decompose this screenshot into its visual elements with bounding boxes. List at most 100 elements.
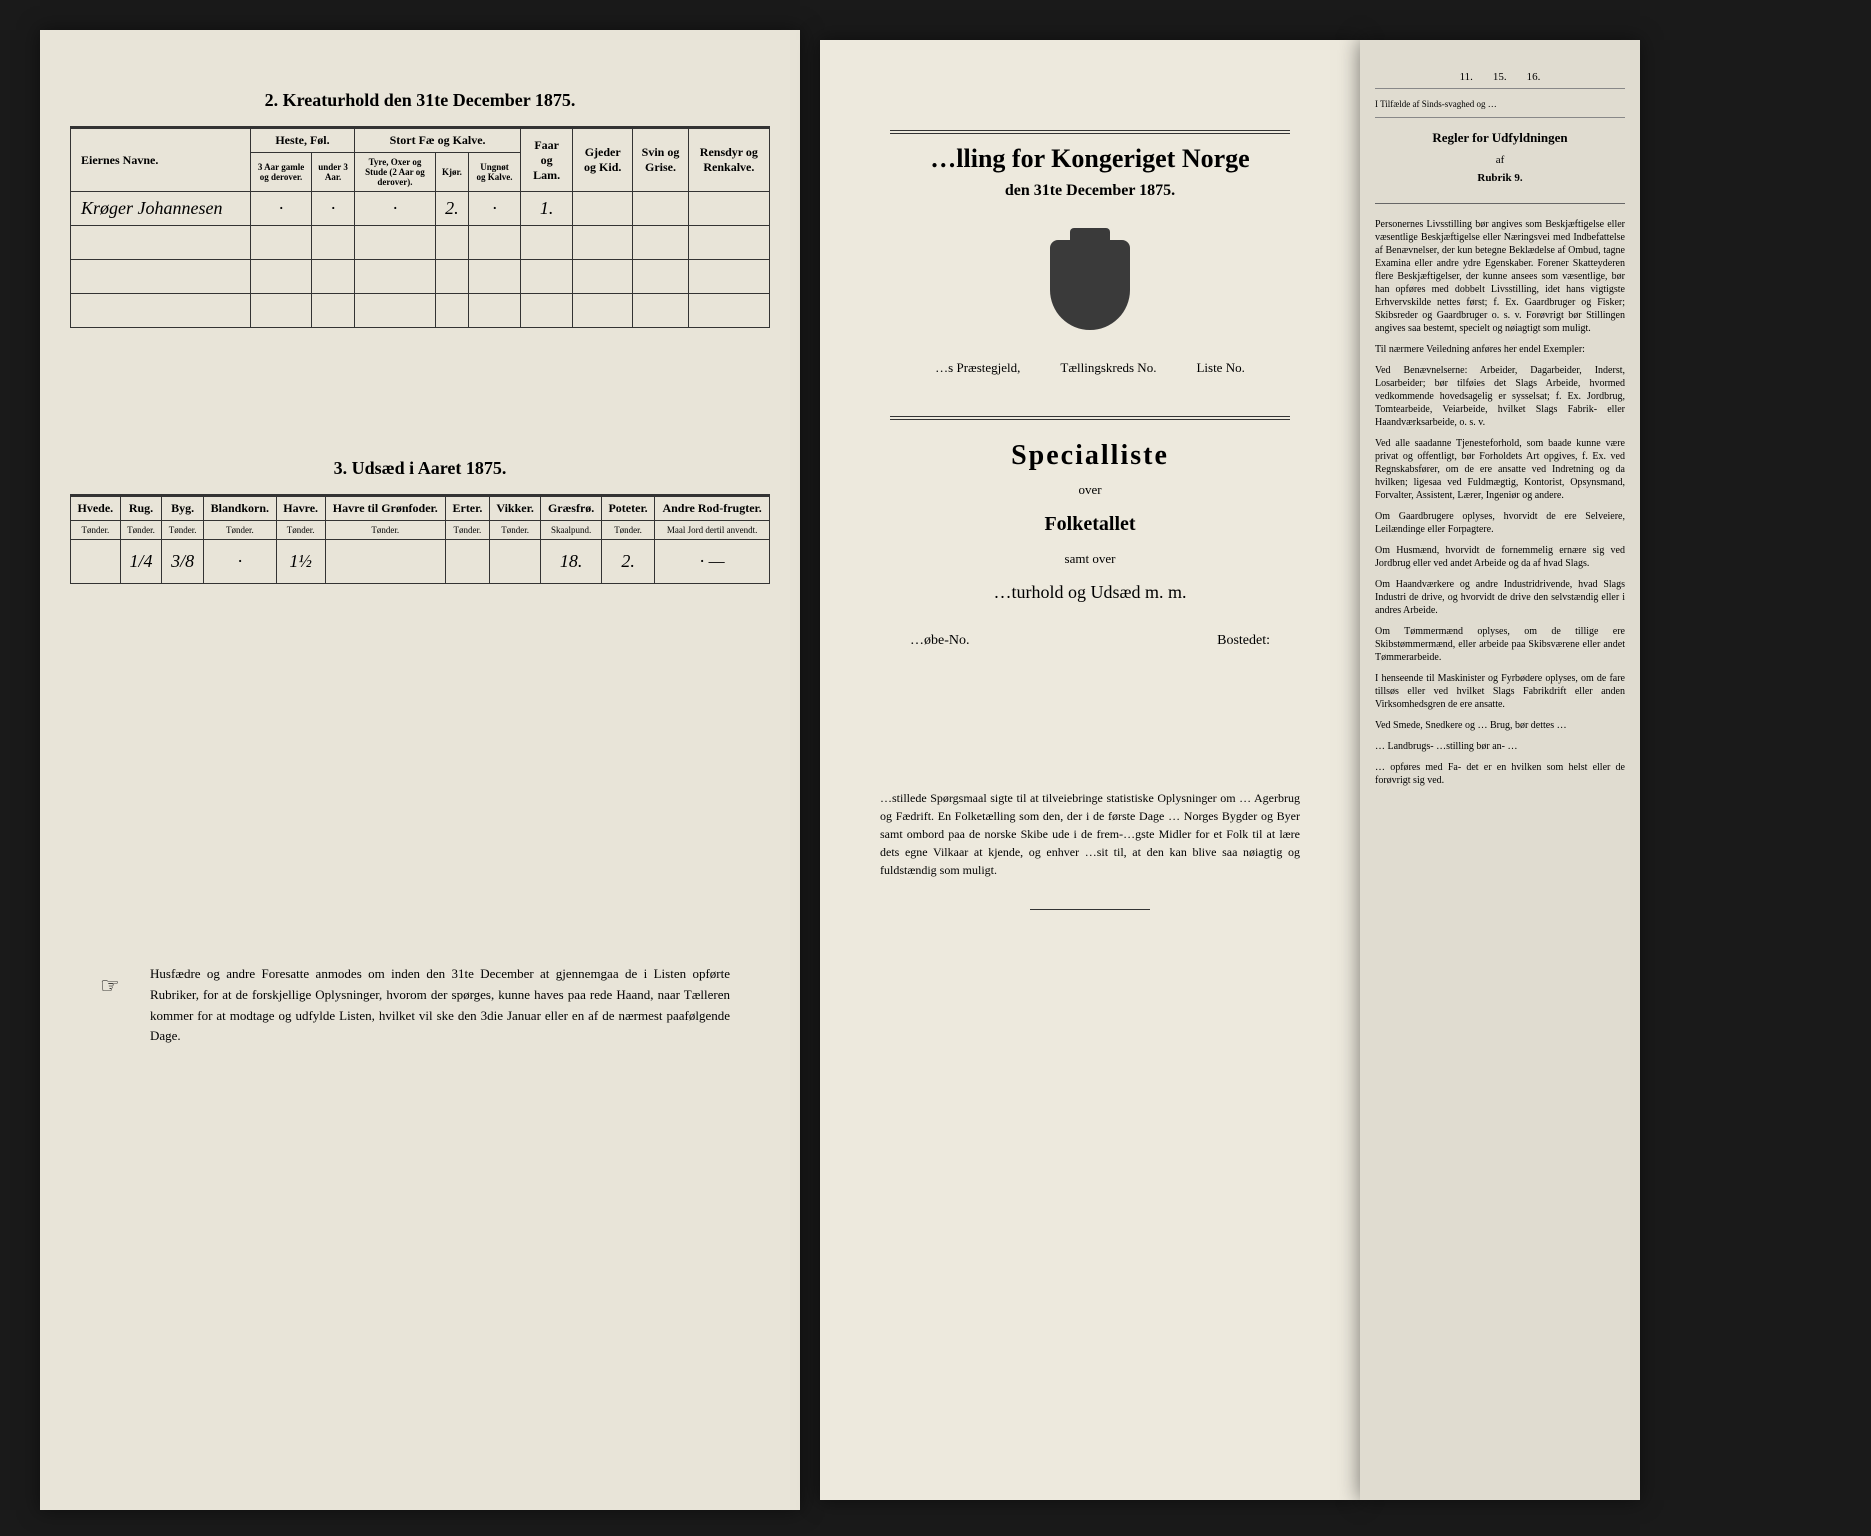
table-cell: [521, 294, 573, 328]
rules-paragraph: Til nærmere Veiledning anføres her endel…: [1375, 343, 1625, 356]
rules-paragraph: Om Haandværkere og andre Industridrivend…: [1375, 578, 1625, 617]
sub-fae3: Ungnøt og Kalve.: [468, 153, 520, 192]
table-cell: [633, 192, 688, 226]
table-cell: 3/8: [162, 540, 204, 584]
table-cell: 2.: [435, 192, 468, 226]
table-cell: · —: [655, 540, 770, 584]
table-row: [71, 260, 770, 294]
table-cell: [573, 260, 633, 294]
table-unit: Tønder.: [325, 521, 445, 540]
table-unit: Tønder.: [601, 521, 654, 540]
table-cell: [633, 260, 688, 294]
main-title: …lling for Kongeriget Norge: [850, 144, 1330, 174]
table-cell: 1½: [276, 540, 325, 584]
table-header: Erter.: [446, 496, 490, 521]
liste-label: Liste No.: [1196, 360, 1244, 376]
samt-label: samt over: [850, 551, 1330, 567]
rules-paragraph: Om Gaardbrugere oplyses, hvorvidt de ere…: [1375, 510, 1625, 536]
table-cell: [354, 226, 435, 260]
rules-paragraph: Ved Smede, Snedkere og … Brug, bør dette…: [1375, 719, 1625, 732]
table-cell: [435, 226, 468, 260]
rules-rubrik: Rubrik 9.: [1375, 171, 1625, 185]
table-cell: [468, 226, 520, 260]
table-cell: [312, 260, 355, 294]
col-num: 15.: [1493, 70, 1507, 84]
col-num: 11.: [1460, 70, 1473, 84]
sub-heste1: 3 Aar gamle og derover.: [251, 153, 312, 192]
sub-fae1: Tyre, Oxer og Stude (2 Aar og derover).: [354, 153, 435, 192]
table-unit: Tønder.: [71, 521, 121, 540]
table-cell: [435, 294, 468, 328]
table-row: Krøger Johannesen···2.·1.: [71, 192, 770, 226]
rule-line-2: [890, 416, 1290, 420]
table3-title: 3. Udsæd i Aaret 1875.: [70, 458, 770, 479]
table-cell: [633, 294, 688, 328]
table-row: [71, 226, 770, 260]
col-numbers: 11. 15. 16.: [1375, 70, 1625, 89]
table-row: [71, 294, 770, 328]
table-cell: [71, 260, 251, 294]
table-cell: [573, 226, 633, 260]
table-unit: Tønder.: [162, 521, 204, 540]
table-unit: Tønder.: [276, 521, 325, 540]
table-unit: Skaalpund.: [541, 521, 602, 540]
table-header: Vikker.: [489, 496, 541, 521]
table-unit: Maal Jord dertil anvendt.: [655, 521, 770, 540]
table-cell: [521, 260, 573, 294]
col-gjeder: Gjeder og Kid.: [573, 128, 633, 192]
sub-fae2: Kjør.: [435, 153, 468, 192]
table-unit: Tønder.: [446, 521, 490, 540]
rules-paragraph: Ved alle saadanne Tjenesteforhold, som b…: [1375, 437, 1625, 502]
table-header: Hvede.: [71, 496, 121, 521]
table-header: Havre til Grønfoder.: [325, 496, 445, 521]
rules-paragraph: Personernes Livsstilling bør angives som…: [1375, 218, 1625, 335]
rules-paragraph: … opføres med Fa- det er en hvilken som …: [1375, 761, 1625, 787]
right-footnote: …stillede Spørgsmaal sigte til at tilvei…: [850, 789, 1330, 879]
table-cell: [435, 260, 468, 294]
right-page: …lling for Kongeriget Norge den 31te Dec…: [820, 40, 1360, 1500]
seed-table: Hvede.Rug.Byg.Blandkorn.Havre.Havre til …: [70, 494, 770, 584]
table-cell: [489, 540, 541, 584]
table-cell: [573, 192, 633, 226]
left-page: 2. Kreaturhold den 31te December 1875. E…: [40, 30, 800, 1510]
parish-line: …s Præstegjeld, Tællingskreds No. Liste …: [850, 360, 1330, 376]
table-cell: [521, 226, 573, 260]
table-cell: [312, 294, 355, 328]
table-cell: [688, 226, 769, 260]
table-cell: 18.: [541, 540, 602, 584]
table-cell: [71, 540, 121, 584]
table-header: Poteter.: [601, 496, 654, 521]
end-rule: [1030, 909, 1150, 910]
folketallet-label: Folketallet: [850, 513, 1330, 536]
group-heste: Heste, Føl.: [251, 128, 355, 153]
col-num: 16.: [1527, 70, 1541, 84]
table-cell: [71, 294, 251, 328]
col-name: Eiernes Navne.: [71, 128, 251, 192]
bostedet-label: Bostedet:: [1217, 633, 1270, 649]
table-cell: ·: [312, 192, 355, 226]
table-header: Andre Rod-frugter.: [655, 496, 770, 521]
hand-pointer-icon: ☞: [100, 968, 120, 1003]
special-title: Specialliste: [850, 440, 1330, 472]
table-cell: ·: [468, 192, 520, 226]
table-cell: [688, 294, 769, 328]
table-cell: [71, 226, 251, 260]
rule-line: [890, 130, 1290, 134]
loebe-label: …øbe-No.: [910, 633, 970, 649]
over-label: over: [850, 482, 1330, 498]
rules-paragraph: Om Husmænd, hvorvidt de fornemmelig ernæ…: [1375, 544, 1625, 570]
kreaturhold-label: …turhold og Udsæd m. m.: [850, 582, 1330, 603]
table-cell: ·: [251, 192, 312, 226]
field-line: …øbe-No. Bostedet:: [850, 633, 1330, 649]
tilfaelde-label: I Tilfælde af Sinds-svaghed og …: [1375, 99, 1625, 118]
table-cell: [688, 192, 769, 226]
col-rensdyr: Rensdyr og Renkalve.: [688, 128, 769, 192]
left-footnote: ☞ Husfædre og andre Foresatte anmodes om…: [70, 964, 770, 1047]
table-cell: ·: [354, 192, 435, 226]
sub-heste2: under 3 Aar.: [312, 153, 355, 192]
table-header: Rug.: [120, 496, 162, 521]
table-cell: ·: [203, 540, 276, 584]
table-cell: [312, 226, 355, 260]
table-cell: [325, 540, 445, 584]
rules-paragraph: … Landbrugs- …stilling bør an- …: [1375, 740, 1625, 753]
